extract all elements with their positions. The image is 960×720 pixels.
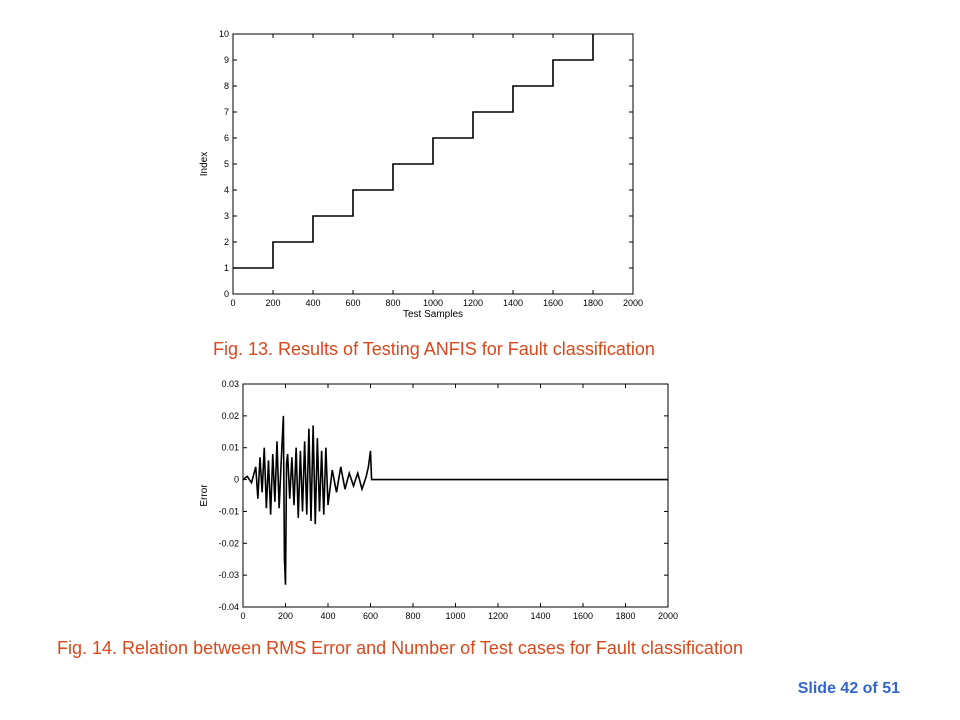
y-tick-label: 0.02 bbox=[221, 411, 239, 421]
y-tick-label: 10 bbox=[219, 29, 229, 39]
y-tick-label: -0.04 bbox=[218, 602, 239, 612]
y-tick-label: 0.03 bbox=[221, 379, 239, 389]
y-tick-label: 8 bbox=[224, 81, 229, 91]
index-step-chart: 0 200 400 600 800 1000 1200 1400 1600 1800 2000 0 1 2… bbox=[199, 29, 643, 320]
series-line bbox=[242, 415, 668, 585]
x-tick-label: 2000 bbox=[658, 611, 678, 620]
x-tick-label: 1800 bbox=[583, 298, 603, 308]
x-tick-label: 800 bbox=[405, 611, 420, 620]
x-tick-label: 1000 bbox=[423, 298, 443, 308]
y-tick-label: 0 bbox=[234, 475, 239, 485]
x-tick-label: 600 bbox=[363, 611, 378, 620]
y-tick-label: 4 bbox=[224, 185, 229, 195]
x-tick-label: 1600 bbox=[573, 611, 593, 620]
x-tick-label: 400 bbox=[305, 298, 320, 308]
x-tick-label: 1600 bbox=[543, 298, 563, 308]
y-tick-label: 0.01 bbox=[221, 443, 239, 453]
y-tick-label: 3 bbox=[224, 211, 229, 221]
x-tick-label: 1000 bbox=[445, 611, 465, 620]
x-tick-label: 1400 bbox=[530, 611, 550, 620]
series-line bbox=[233, 34, 594, 269]
y-tick-label: -0.03 bbox=[218, 570, 239, 580]
x-tick-label: 0 bbox=[230, 298, 235, 308]
x-tick-label: 1800 bbox=[615, 611, 635, 620]
fig13-caption: Fig. 13. Results of Testing ANFIS for Fa… bbox=[213, 339, 655, 359]
x-tick-label: 800 bbox=[385, 298, 400, 308]
y-tick-label: -0.01 bbox=[218, 506, 239, 516]
y-axis-label: Error bbox=[199, 484, 210, 507]
y-tick-label: 0 bbox=[224, 289, 229, 299]
slide-number: Slide 42 of 51 bbox=[797, 680, 900, 697]
x-tick-label: 2000 bbox=[623, 298, 643, 308]
x-tick-label: 1400 bbox=[503, 298, 523, 308]
x-tick-label: 600 bbox=[345, 298, 360, 308]
x-tick-label: 1200 bbox=[488, 611, 508, 620]
y-tick-label: 1 bbox=[224, 263, 229, 273]
y-axis-label: Index bbox=[199, 152, 210, 176]
x-axis-label: Test Samples bbox=[403, 309, 463, 320]
fig14-caption: Fig. 14. Relation between RMS Error and … bbox=[57, 638, 743, 658]
plot-frame bbox=[242, 383, 669, 608]
y-tick-label: 2 bbox=[224, 237, 229, 247]
x-tick-label: 400 bbox=[320, 611, 335, 620]
x-tick-label: 1200 bbox=[463, 298, 483, 308]
y-tick-label: 9 bbox=[224, 55, 229, 65]
x-tick-label: 200 bbox=[278, 611, 293, 620]
y-tick-label: 7 bbox=[224, 107, 229, 117]
x-tick-label: 0 bbox=[240, 611, 245, 620]
y-tick-label: 6 bbox=[224, 133, 229, 143]
y-tick-label: -0.02 bbox=[218, 538, 239, 548]
y-tick-label: 5 bbox=[224, 159, 229, 169]
x-tick-label: 200 bbox=[265, 298, 280, 308]
error-chart: 0 200 400 600 800 1000 1200 1400 1600 1800 2000 0.0… bbox=[199, 379, 678, 620]
